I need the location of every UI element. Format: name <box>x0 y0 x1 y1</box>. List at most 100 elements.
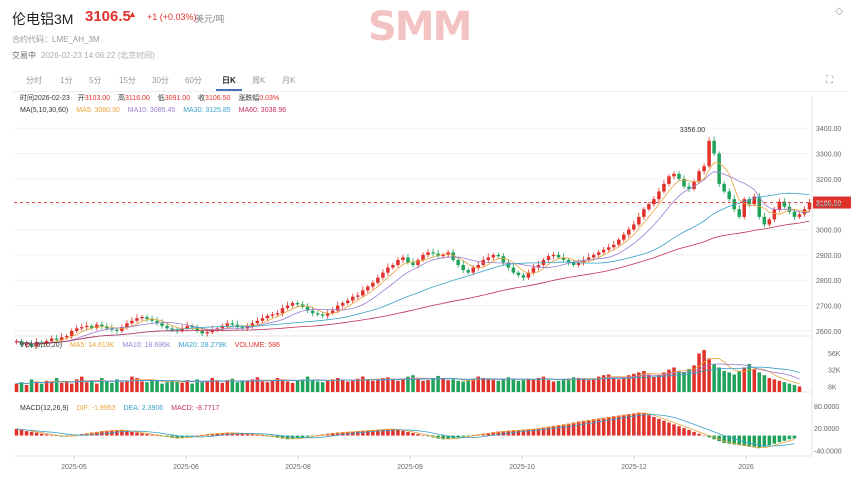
candle <box>366 286 370 291</box>
volume-bar <box>416 379 420 392</box>
macd-bar <box>632 413 636 436</box>
macd-bar <box>672 424 676 436</box>
candle <box>386 267 390 273</box>
candle <box>79 327 84 329</box>
tab-30min[interactable]: 30分 <box>152 76 169 85</box>
macd-bar <box>727 435 731 444</box>
macd-bar <box>416 434 420 436</box>
candle <box>290 303 295 306</box>
tab-1min[interactable]: 1分 <box>60 76 73 85</box>
volume-bar <box>687 368 691 392</box>
volume-bar <box>210 378 215 392</box>
tab-weekly-k[interactable]: 周K <box>252 76 266 85</box>
macd-bar <box>300 435 305 438</box>
collapse-icon[interactable]: ◇ <box>835 6 843 17</box>
candle <box>330 310 335 314</box>
candle <box>14 341 19 343</box>
volume-bar <box>340 380 345 392</box>
tab-timeshare[interactable]: 分时 <box>26 76 42 85</box>
volume-bar <box>561 379 566 392</box>
volume-bar <box>767 378 772 392</box>
volume-bar <box>39 383 44 392</box>
macd-bar <box>787 435 792 440</box>
candle <box>85 325 89 328</box>
volume-bar <box>155 380 159 392</box>
candle <box>285 305 290 309</box>
macd-bar <box>356 431 360 436</box>
volume-bar <box>361 376 365 392</box>
macd-bar <box>145 434 149 436</box>
candle <box>662 183 666 192</box>
candle <box>150 318 154 321</box>
macd-bar <box>707 435 711 438</box>
volume-bar <box>652 376 656 392</box>
tab-15min[interactable]: 15分 <box>119 76 136 85</box>
macd-bar <box>366 430 370 436</box>
volume-bar <box>516 380 521 392</box>
macd-bar <box>652 417 656 436</box>
candle <box>566 259 571 263</box>
volume-bar <box>255 377 260 392</box>
candle <box>576 262 581 266</box>
macd-bar <box>586 419 591 436</box>
volume-tick-label: 56K <box>828 351 841 358</box>
candle <box>105 326 109 329</box>
candle <box>24 343 29 345</box>
candle <box>637 216 641 225</box>
volume-bar <box>225 380 230 392</box>
volume-bar <box>586 380 591 392</box>
last-price: 3106.5 <box>85 8 131 25</box>
candle <box>245 325 250 329</box>
x-tick-label: 2025-05 <box>61 464 87 471</box>
macd-bar <box>496 431 501 436</box>
current-price-tag <box>813 196 851 209</box>
volume-bar <box>601 375 606 392</box>
macd-bar <box>697 433 701 436</box>
macd-bar <box>601 417 606 436</box>
volume-bar <box>285 381 290 392</box>
macd-bar <box>747 435 752 447</box>
macd-bar <box>340 432 345 436</box>
volume-bar <box>240 381 245 392</box>
candle <box>371 282 375 287</box>
volume-bar <box>742 367 747 392</box>
volume-bar <box>165 382 169 392</box>
candle <box>426 252 430 255</box>
macd-bar <box>501 431 506 436</box>
macd-bar <box>677 426 681 436</box>
volume-bar <box>436 375 440 392</box>
candle <box>767 219 772 225</box>
ma30-line <box>16 192 810 345</box>
tab-monthly-k[interactable]: 月K <box>282 76 296 85</box>
tab-5min[interactable]: 5分 <box>89 76 102 85</box>
macd-bar <box>762 435 767 447</box>
volume-bar <box>19 382 24 392</box>
volume-bar <box>130 376 134 392</box>
macd-tick-label: 80.0000 <box>814 404 839 411</box>
volume-bar <box>230 378 235 392</box>
volume-bar <box>782 382 787 392</box>
contract-code: 合约代码：LME_AH_3M <box>12 35 100 44</box>
volume-bar <box>611 378 616 392</box>
candle <box>486 257 491 260</box>
volume-bar <box>381 378 385 392</box>
tab-60min[interactable]: 60分 <box>185 76 202 85</box>
ma-legend: MA(5,10,30,60) MA5: 3080.30 MA10: 3085.4… <box>20 107 286 114</box>
macd-bar <box>260 435 265 437</box>
macd-bar <box>411 432 415 436</box>
macd-bar <box>140 433 144 436</box>
macd-bar <box>757 435 762 449</box>
macd-bar <box>315 435 320 436</box>
volume-bar <box>727 372 731 392</box>
x-tick-label: 2025-09 <box>397 464 423 471</box>
candle <box>561 257 566 260</box>
candle <box>315 313 320 315</box>
fullscreen-icon[interactable]: ⛶ <box>826 75 833 86</box>
volume-bar <box>90 380 94 392</box>
candle <box>416 259 420 266</box>
volume-bar <box>110 382 114 392</box>
price-tick-label: 2700.00 <box>816 304 841 311</box>
tab-daily-k[interactable]: 日K <box>216 76 242 91</box>
volume-bar <box>511 379 516 392</box>
